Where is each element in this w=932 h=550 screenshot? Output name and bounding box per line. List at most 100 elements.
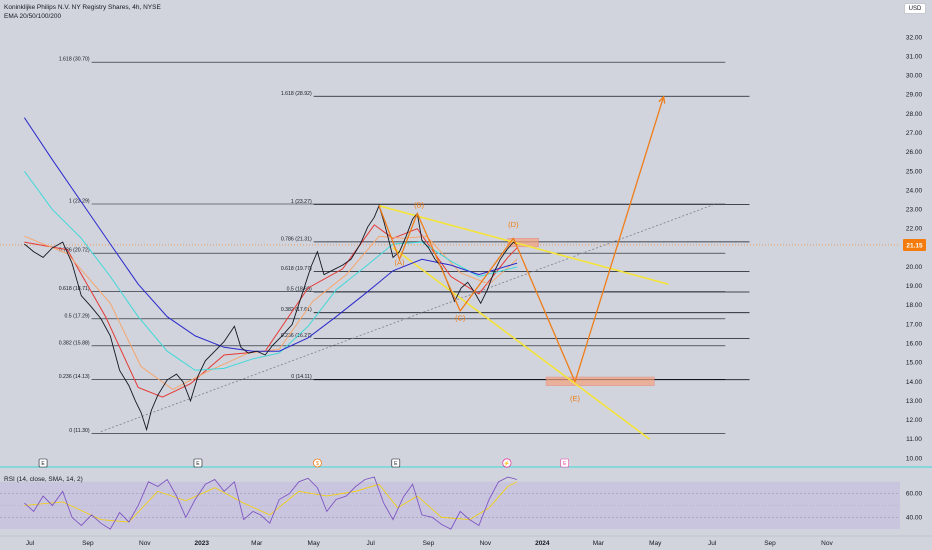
fib-level-label: 0.236 (16.27) [281, 333, 312, 339]
ema-line [24, 224, 518, 398]
x-tick-label: 2024 [535, 540, 550, 547]
y-tick-label: 14.00 [906, 379, 923, 386]
split-marker-label: ⚡ [504, 460, 510, 467]
rsi-level-label: 40.00 [906, 514, 923, 521]
fib-level-label: 1.618 (28.92) [281, 91, 312, 97]
wave-label: (E) [570, 394, 581, 403]
fib-level-label: 0.5 (18.69) [287, 287, 312, 293]
wave-labels: (A) (B) (C) (D) (E) [395, 201, 581, 403]
currency-button[interactable]: USD [904, 3, 926, 14]
y-tick-label: 26.00 [906, 149, 923, 156]
target-zone [545, 376, 655, 386]
y-tick-label: 28.00 [906, 111, 923, 118]
projection-line [378, 96, 665, 383]
current-price-label: 21.15 [906, 242, 923, 249]
earnings-marker [391, 458, 401, 468]
current-price-badge [903, 238, 926, 251]
upper-trend-line [378, 204, 669, 285]
grid [0, 244, 932, 468]
x-tick-label: Jul [708, 540, 717, 547]
wave-label: (A) [395, 258, 406, 267]
projection-arrowhead [658, 95, 666, 104]
fib-level-label: 0 (11.30) [69, 428, 90, 434]
wave-label: (D) [508, 220, 519, 229]
y-tick-label: 16.00 [906, 341, 923, 348]
x-tick-label: Mar [251, 540, 263, 547]
y-tick-label: 30.00 [906, 73, 923, 80]
target-zones [507, 238, 655, 386]
rsi-signal-line [24, 481, 518, 523]
ema-line [23, 117, 518, 352]
x-tick-label: 2023 [194, 540, 209, 547]
price-axis[interactable]: 32.00 31.00 30.00 29.00 28.00 27.00 26.00 25.00… [903, 34, 926, 462]
fib-level-label: 0.786 (21.31) [281, 236, 312, 242]
x-tick-label: Jul [366, 540, 375, 547]
fib-level-label: 0.618 (19.77) [281, 266, 312, 272]
y-tick-label: 27.00 [906, 130, 923, 137]
y-tick-label: 17.00 [906, 321, 923, 328]
earnings-marker [38, 458, 48, 468]
x-tick-label: Sep [423, 540, 435, 547]
x-tick-label: May [308, 540, 321, 547]
trend-lines [100, 203, 717, 440]
y-tick-label: 18.00 [906, 302, 923, 309]
y-tick-label: 32.00 [906, 34, 923, 41]
y-tick-label: 24.00 [906, 187, 923, 194]
y-tick-label: 15.00 [906, 360, 923, 367]
x-tick-label: Sep [82, 540, 94, 547]
split-marker [502, 458, 512, 468]
channel-line [100, 203, 717, 432]
fib-level-label: 0.236 (14.13) [59, 374, 90, 380]
rsi-label: RSI (14, close, SMA, 14, 2) [4, 476, 83, 483]
y-tick-label: 13.00 [906, 398, 923, 405]
earnings-marker-label: E [394, 461, 398, 467]
fib-level-label: 0.786 (20.72) [59, 248, 90, 254]
earnings-marker [560, 458, 570, 468]
earnings-marker-label: E [196, 461, 200, 467]
rsi-pane: 60.00 40.00 [0, 476, 923, 530]
fib-level-label: 1 (23.27) [291, 199, 312, 205]
wave-label: (B) [414, 201, 425, 210]
x-tick-label: Mar [593, 540, 605, 547]
symbol-title: Koninklijke Philips N.V. NY Registry Sha… [4, 4, 161, 11]
y-tick-label: 22.00 [906, 226, 923, 233]
fib-level-label: 1.618 (30.70) [59, 57, 90, 63]
x-tick-label: May [649, 540, 662, 547]
fib-level-label: 0.5 (17.29) [64, 313, 89, 319]
earnings-marker-label: E [41, 461, 45, 467]
x-tick-label: Nov [139, 540, 151, 547]
fib-level-label: 0 (14.11) [291, 374, 312, 380]
y-tick-label: 20.00 [906, 264, 923, 271]
dividend-marker-label: $ [316, 461, 319, 467]
rsi-level-label: 60.00 [906, 491, 923, 498]
x-tick-label: Jul [26, 540, 35, 547]
earnings-marker [193, 458, 203, 468]
indicator-label: EMA 20/50/100/200 [4, 13, 62, 20]
y-tick-label: 25.00 [906, 168, 923, 175]
fib-level-label: 0.618 (18.71) [59, 286, 90, 292]
y-tick-label: 12.00 [906, 417, 923, 424]
x-tick-label: Sep [764, 540, 776, 547]
event-markers: E E $ E ⚡ E [38, 458, 570, 468]
earnings-marker-label: E [563, 461, 567, 467]
target-zone [507, 238, 539, 248]
y-tick-label: 23.00 [906, 207, 923, 214]
wave-label: (C) [455, 314, 466, 323]
y-tick-label: 31.00 [906, 53, 923, 60]
projection-path [378, 95, 666, 383]
x-tick-label: Nov [821, 540, 833, 547]
fib-level-label: 0.382 (15.88) [59, 340, 90, 346]
fib-level-label: 1 (23.29) [69, 199, 90, 205]
time-axis[interactable]: Jul Sep Nov 2023 Mar May Jul Sep Nov 2024 Mar May Ju… [0, 535, 932, 547]
y-tick-label: 19.00 [906, 283, 923, 290]
ema-line [24, 235, 518, 390]
x-tick-label: Nov [480, 540, 492, 547]
dividend-marker [313, 458, 322, 468]
rsi-line [24, 476, 518, 530]
y-tick-label: 29.00 [906, 92, 923, 99]
y-tick-label: 11.00 [906, 436, 922, 443]
lower-trend-line [392, 247, 651, 440]
y-tick-label: 10.00 [906, 455, 923, 462]
